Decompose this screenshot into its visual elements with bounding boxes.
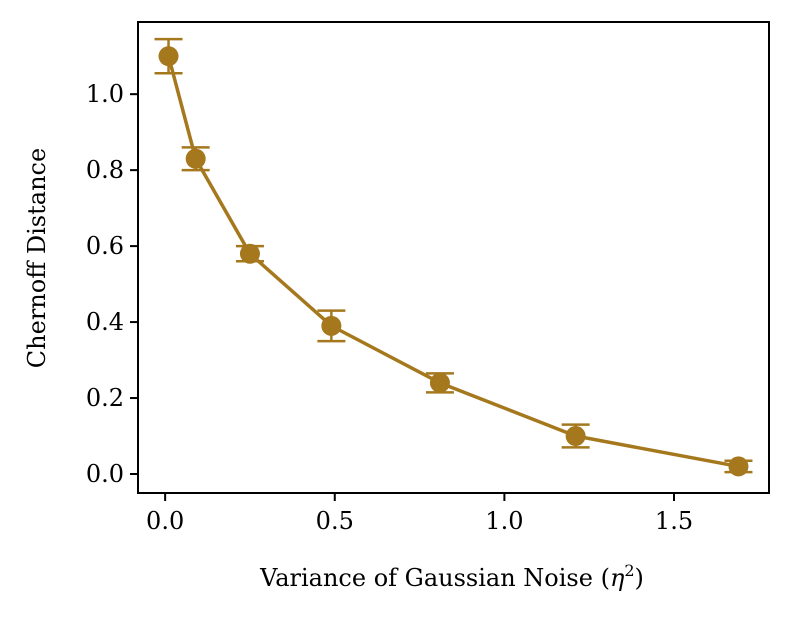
data-point [728,456,749,477]
x-tick-label: 0.0 [146,507,184,535]
y-tick-label: 0.6 [86,232,124,260]
data-point [185,148,206,169]
y-tick-label: 0.8 [86,156,124,184]
data-point [239,243,260,264]
x-axis-label-symbol: η [610,564,625,592]
ticks-layer: 0.0 0.5 1.0 1.5 0.0 0.2 0.4 0.6 0.8 1.0 [86,80,693,535]
x-axis-label: Variance of Gaussian Noise (η2) [259,561,644,592]
x-tick-label: 1.0 [485,507,523,535]
x-axis-label-exponent: 2 [624,561,634,580]
y-tick-label: 1.0 [86,80,124,108]
data-point [429,372,450,393]
x-tick-label: 1.5 [655,507,693,535]
data-point [565,426,586,447]
data-point [321,315,342,336]
y-axis-label: Chernoff Distance [23,148,51,368]
y-tick-label: 0.0 [86,460,124,488]
data-point [158,46,179,67]
y-tick-label: 0.4 [86,308,124,336]
x-axis-label-text: Variance of Gaussian Noise ( [259,564,610,592]
x-tick-label: 0.5 [316,507,354,535]
y-tick-label: 0.2 [86,384,124,412]
x-axis-label-close: ) [635,564,644,592]
plot-frame [137,21,770,494]
marks-layer [154,37,753,477]
